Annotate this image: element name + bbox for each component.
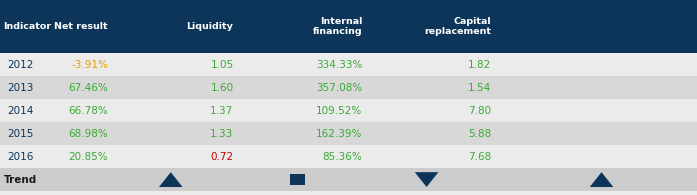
FancyBboxPatch shape: [0, 53, 697, 76]
FancyBboxPatch shape: [0, 76, 697, 99]
Text: 1.60: 1.60: [210, 82, 233, 93]
Text: 1.82: 1.82: [468, 59, 491, 70]
Text: 66.78%: 66.78%: [68, 105, 108, 116]
FancyBboxPatch shape: [290, 174, 305, 185]
Text: Capital
replacement: Capital replacement: [424, 17, 491, 36]
Text: 1.05: 1.05: [210, 59, 233, 70]
Text: 2014: 2014: [8, 105, 34, 116]
Text: 7.68: 7.68: [468, 152, 491, 162]
Text: Liquidity: Liquidity: [187, 22, 233, 31]
Polygon shape: [415, 172, 438, 187]
Text: 2012: 2012: [8, 59, 34, 70]
Text: 1.33: 1.33: [210, 129, 233, 139]
Text: Internal
financing: Internal financing: [313, 17, 362, 36]
Text: -3.91%: -3.91%: [71, 59, 108, 70]
Text: 357.08%: 357.08%: [316, 82, 362, 93]
Text: 0.72: 0.72: [210, 152, 233, 162]
Text: 7.80: 7.80: [468, 105, 491, 116]
Text: Net result: Net result: [54, 22, 108, 31]
Text: 5.88: 5.88: [468, 129, 491, 139]
Text: 2016: 2016: [8, 152, 34, 162]
Text: 162.39%: 162.39%: [316, 129, 362, 139]
Text: 2013: 2013: [8, 82, 34, 93]
Text: 2015: 2015: [8, 129, 34, 139]
Text: Indicator: Indicator: [3, 22, 52, 31]
FancyBboxPatch shape: [0, 145, 697, 168]
FancyBboxPatch shape: [0, 168, 697, 191]
Text: 1.37: 1.37: [210, 105, 233, 116]
Text: 85.36%: 85.36%: [323, 152, 362, 162]
Text: 334.33%: 334.33%: [316, 59, 362, 70]
Text: Trend: Trend: [3, 175, 37, 185]
Text: 109.52%: 109.52%: [316, 105, 362, 116]
FancyBboxPatch shape: [0, 122, 697, 145]
Polygon shape: [590, 172, 613, 187]
Text: 1.54: 1.54: [468, 82, 491, 93]
Text: 67.46%: 67.46%: [68, 82, 108, 93]
FancyBboxPatch shape: [0, 99, 697, 122]
Polygon shape: [159, 172, 183, 187]
Text: 68.98%: 68.98%: [68, 129, 108, 139]
FancyBboxPatch shape: [0, 0, 697, 53]
Text: 20.85%: 20.85%: [68, 152, 108, 162]
